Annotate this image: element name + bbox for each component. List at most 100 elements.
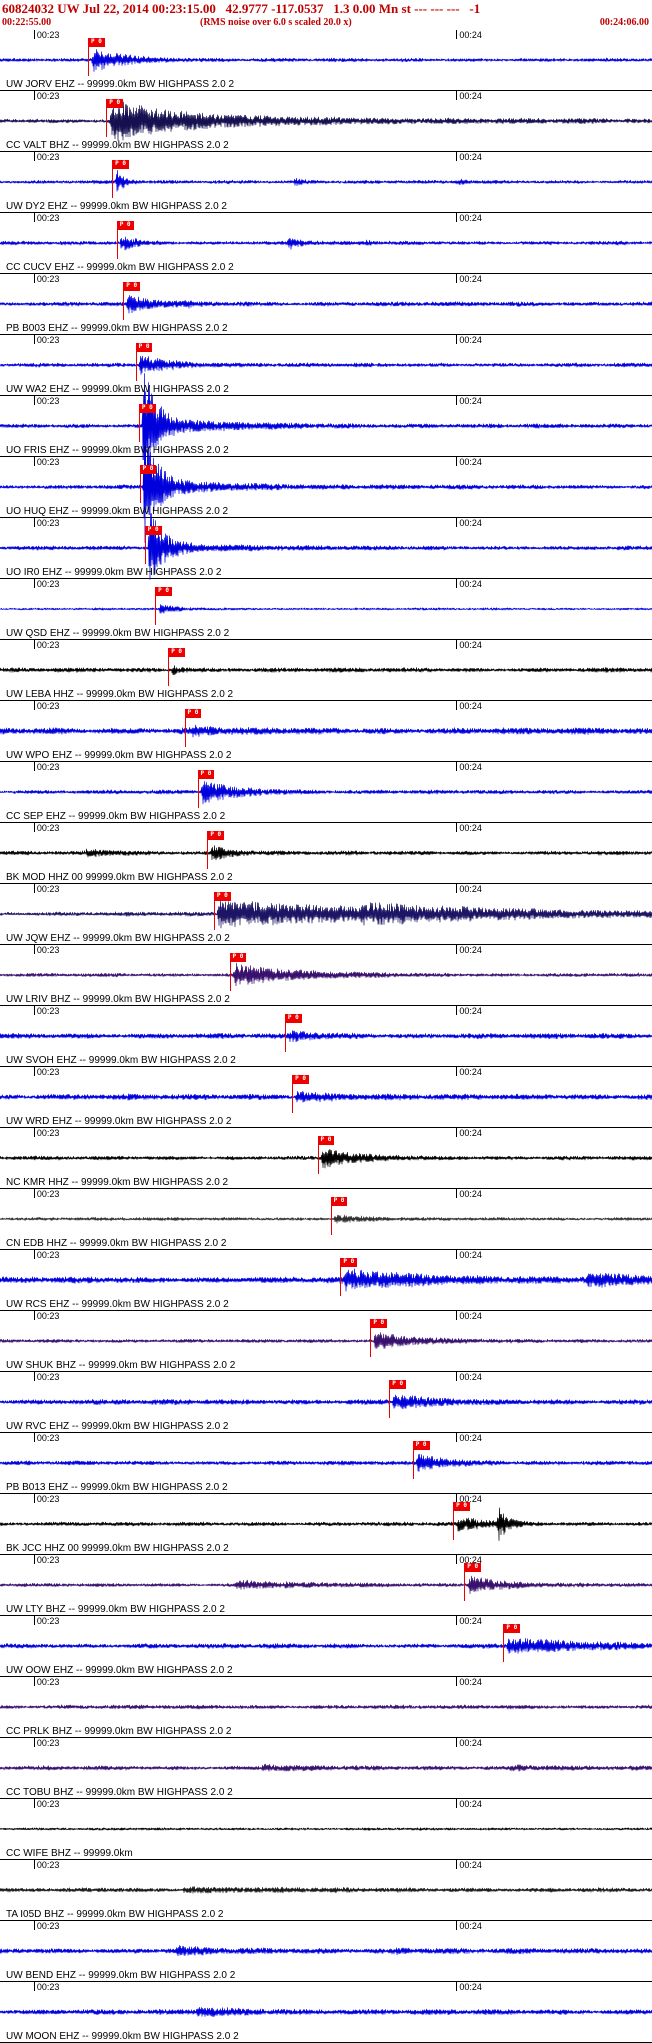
trace-row[interactable]: 00:23 00:24 CC PRLK BHZ -- 99999.0km BW …	[0, 1677, 652, 1738]
waveform[interactable]	[0, 823, 652, 883]
p-pick-flag[interactable]: P 0	[135, 343, 153, 381]
trace-row[interactable]: 00:23 00:24 P 0 UW LRIV BHZ -- 99999.0km…	[0, 945, 652, 1006]
waveform[interactable]	[0, 434, 652, 543]
waveform[interactable]	[0, 335, 652, 395]
left-time-tick-label: 00:23	[36, 1860, 60, 1870]
waveform[interactable]	[0, 1982, 652, 2042]
station-label: UW DY2 EHZ -- 99999.0km BW HIGHPASS 2.0 …	[6, 201, 227, 212]
trace-row[interactable]: 00:23 00:24 P 0 UW OOW EHZ -- 99999.0km …	[0, 1616, 652, 1677]
trace-row[interactable]: 00:23 00:24 P 0 UW RCS EHZ -- 99999.0km …	[0, 1250, 652, 1311]
trace-row[interactable]: 00:23 00:24 P 0 UW LEBA HHZ -- 99999.0km…	[0, 640, 652, 701]
p-pick-flag[interactable]: P 0	[139, 465, 157, 503]
trace-row[interactable]: 00:23 00:24 P 0 BK JCC HHZ 00 99999.0km …	[0, 1494, 652, 1555]
p-pick-flag[interactable]: P 0	[229, 953, 247, 991]
p-pick-flag[interactable]: P 0	[112, 160, 129, 198]
waveform[interactable]	[0, 91, 652, 151]
waveform[interactable]	[0, 1494, 652, 1554]
waveform[interactable]	[0, 513, 652, 580]
waveform[interactable]	[0, 30, 652, 90]
trace-row[interactable]: 00:23 00:24 P 0 UW WRD EHZ -- 99999.0km …	[0, 1067, 652, 1128]
p-pick-flag[interactable]: P 0	[317, 1136, 335, 1174]
trace-row[interactable]: 00:23 00:24 P 0 BK MOD HHZ 00 99999.0km …	[0, 823, 652, 884]
waveform[interactable]	[0, 1616, 652, 1676]
trace-row[interactable]: 00:23 00:24 P 0 PB B003 EHZ -- 99999.0km…	[0, 274, 652, 335]
right-time-tick: 00:24	[456, 1494, 482, 1504]
trace-row[interactable]: 00:23 00:24 P 0 UO FRIS EHZ -- 99999.0km…	[0, 373, 652, 470]
waveform[interactable]	[0, 1128, 652, 1188]
trace-row[interactable]: 00:23 00:24 P 0 UW LTY BHZ -- 99999.0km …	[0, 1555, 652, 1616]
waveform[interactable]	[0, 1311, 652, 1371]
trace-row[interactable]: 00:23 00:24 CC WIFE BHZ -- 99999.0km	[0, 1799, 652, 1860]
waveform[interactable]	[0, 1921, 652, 1981]
p-pick-flag[interactable]: P 0	[144, 526, 162, 564]
trace-row[interactable]: 00:23 00:24 P 0 UW JORV EHZ -- 99999.0km…	[0, 30, 652, 91]
p-pick-flag[interactable]: P 0	[453, 1502, 470, 1540]
waveform[interactable]	[0, 884, 652, 944]
waveform[interactable]	[0, 640, 652, 700]
trace-row[interactable]: 00:23 00:24 P 0 UO HUQ EHZ -- 99999.0km …	[0, 434, 652, 543]
waveform[interactable]	[0, 213, 652, 273]
trace-row[interactable]: 00:23 00:24 P 0 CC CUCV EHZ -- 99999.0km…	[0, 213, 652, 274]
waveform[interactable]	[0, 579, 652, 639]
trace-row[interactable]: 00:23 00:24 P 0 CN EDB HHZ -- 99999.0km …	[0, 1189, 652, 1250]
waveform[interactable]	[0, 1799, 652, 1859]
p-pick-flag[interactable]: P 0	[88, 38, 105, 76]
p-pick-flag[interactable]: P 0	[138, 404, 156, 442]
waveform[interactable]	[0, 1677, 652, 1737]
trace-row[interactable]: 00:23 00:24 P 0 UW SVOH EHZ -- 99999.0km…	[0, 1006, 652, 1067]
p-pick-flag[interactable]: P 0	[123, 282, 141, 320]
trace-row[interactable]: 00:23 00:24 P 0 UW WPO EHZ -- 99999.0km …	[0, 701, 652, 762]
p-pick-flag[interactable]: P 0	[116, 221, 134, 259]
trace-row[interactable]: 00:23 00:24 P 0 UW JQW EHZ -- 99999.0km …	[0, 884, 652, 945]
waveform[interactable]	[0, 1189, 652, 1249]
p-pick-flag[interactable]: P 0	[106, 99, 124, 137]
trace-row[interactable]: 00:23 00:24 CC TOBU BHZ -- 99999.0km BW …	[0, 1738, 652, 1799]
waveform[interactable]	[0, 1372, 652, 1432]
trace-row[interactable]: 00:23 00:24 P 0 UW QSD EHZ -- 99999.0km …	[0, 579, 652, 640]
trace-row[interactable]: 00:23 00:24 P 0 CC SEP EHZ -- 99999.0km …	[0, 762, 652, 823]
waveform[interactable]	[0, 701, 652, 761]
waveform[interactable]	[0, 1555, 652, 1615]
p-pick-flag[interactable]: P 0	[412, 1441, 430, 1479]
waveform[interactable]	[0, 152, 652, 212]
p-pick-flag[interactable]: P 0	[155, 587, 173, 625]
trace-row[interactable]: 00:23 00:24 UW MOON EHZ -- 99999.0km BW …	[0, 1982, 652, 2043]
p-pick-flag[interactable]: P 0	[330, 1197, 348, 1235]
waveform[interactable]	[0, 1006, 652, 1066]
waveform[interactable]	[0, 274, 652, 334]
trace-row[interactable]: 00:23 00:24 P 0 NC KMR HHZ -- 99999.0km …	[0, 1128, 652, 1189]
trace-row[interactable]: 00:23 00:24 UW BEND EHZ -- 99999.0km BW …	[0, 1921, 652, 1982]
waveform[interactable]	[0, 373, 652, 470]
trace-row[interactable]: 00:23 00:24 TA I05D BHZ -- 99999.0km BW …	[0, 1860, 652, 1921]
p-pick-flag[interactable]: P 0	[503, 1624, 521, 1662]
waveform[interactable]	[0, 945, 652, 1005]
waveform[interactable]	[0, 1433, 652, 1493]
p-pick-flag[interactable]: P 0	[184, 709, 202, 747]
p-pick-flag-label: P 0	[213, 892, 231, 901]
waveform[interactable]	[0, 1067, 652, 1127]
left-time-tick-label: 00:23	[36, 1494, 60, 1504]
p-pick-flag[interactable]: P 0	[340, 1258, 358, 1296]
p-pick-flag[interactable]: P 0	[389, 1380, 407, 1418]
right-time-tick-label: 00:24	[459, 701, 482, 711]
p-pick-flag[interactable]: P 0	[464, 1563, 482, 1601]
waveform[interactable]	[0, 1860, 652, 1920]
trace-row[interactable]: 00:23 00:24 P 0 PB B013 EHZ -- 99999.0km…	[0, 1433, 652, 1494]
trace-row[interactable]: 00:23 00:24 P 0 UW RVC EHZ -- 99999.0km …	[0, 1372, 652, 1433]
p-pick-flag[interactable]: P 0	[292, 1075, 309, 1113]
waveform[interactable]	[0, 1250, 652, 1310]
waveform[interactable]	[0, 1738, 652, 1798]
trace-row[interactable]: 00:23 00:24 P 0 UW DY2 EHZ -- 99999.0km …	[0, 152, 652, 213]
trace-row[interactable]: 00:23 00:24 P 0 UW WA2 EHZ -- 99999.0km …	[0, 335, 652, 396]
trace-row[interactable]: 00:23 00:24 P 0 CC VALT BHZ -- 99999.0km…	[0, 91, 652, 152]
trace-row[interactable]: 00:23 00:24 P 0 UW SHUK BHZ -- 99999.0km…	[0, 1311, 652, 1372]
waveform[interactable]	[0, 762, 652, 822]
left-time-tick: 00:23	[34, 1616, 60, 1626]
p-pick-flag[interactable]: P 0	[207, 831, 225, 869]
trace-row[interactable]: 00:23 00:24 P 0 UO IR0 EHZ -- 99999.0km …	[0, 513, 652, 580]
p-pick-flag[interactable]: P 0	[168, 648, 186, 686]
p-pick-flag[interactable]: P 0	[197, 770, 215, 808]
p-pick-flag[interactable]: P 0	[284, 1014, 302, 1052]
p-pick-flag[interactable]: P 0	[370, 1319, 388, 1357]
p-pick-flag[interactable]: P 0	[213, 892, 231, 930]
